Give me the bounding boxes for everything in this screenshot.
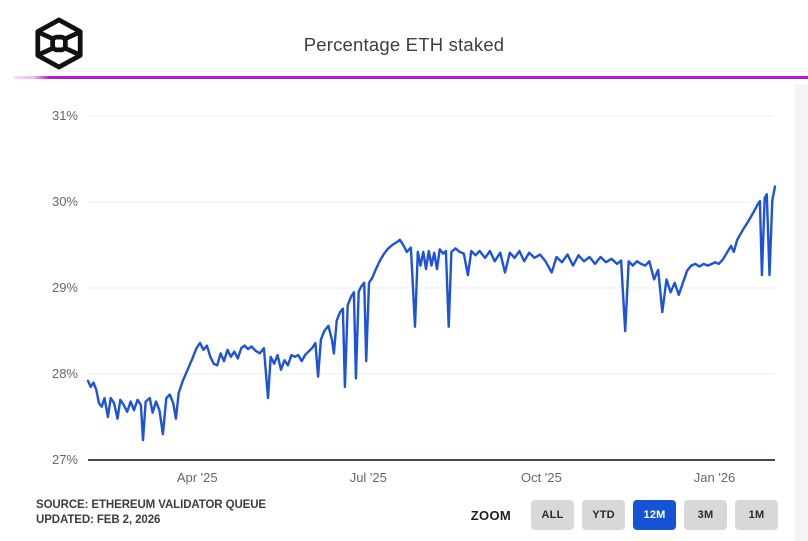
y-tick-label: 30% bbox=[51, 194, 78, 209]
zoom-range-button-ytd[interactable]: YTD bbox=[582, 500, 625, 530]
zoom-range-toolbar: ZOOM ALL YTD 12M 3M 1M bbox=[471, 500, 778, 530]
zoom-range-button-all[interactable]: ALL bbox=[531, 500, 574, 530]
y-tick-label: 31% bbox=[51, 108, 78, 123]
source-line: SOURCE: ETHEREUM VALIDATOR QUEUE bbox=[36, 499, 267, 511]
y-tick-label: 29% bbox=[51, 280, 78, 295]
accent-divider bbox=[14, 76, 808, 79]
eth-staked-line-series[interactable] bbox=[86, 185, 777, 442]
zoom-toolbar-label: ZOOM bbox=[470, 507, 511, 523]
cube-logo-icon bbox=[35, 17, 83, 70]
y-tick-label: 27% bbox=[51, 452, 78, 467]
chart-svg[interactable] bbox=[0, 84, 808, 494]
header: Percentage ETH staked bbox=[0, 0, 808, 79]
zoom-range-button-12m[interactable]: 12M bbox=[633, 500, 676, 530]
zoom-range-button-3m[interactable]: 3M bbox=[684, 500, 727, 530]
x-tick-label: Jul '25 bbox=[349, 470, 387, 485]
chart-source-note: SOURCE: ETHEREUM VALIDATOR QUEUE UPDATED… bbox=[36, 498, 266, 527]
zoom-button-group: ALL YTD 12M 3M 1M bbox=[523, 500, 778, 530]
updated-line: UPDATED: FEB 2, 2026 bbox=[36, 513, 161, 526]
page-edge-strip bbox=[795, 84, 808, 541]
x-tick-label: Apr '25 bbox=[176, 470, 218, 485]
chart-area: 31% 30% 29% 28% 27% Apr '25 Jul '25 Oct '25 Jan… bbox=[0, 84, 808, 494]
y-tick-label: 28% bbox=[51, 366, 78, 381]
x-tick-label: Oct '25 bbox=[521, 470, 562, 485]
page-title: Percentage ETH staked bbox=[303, 34, 505, 55]
zoom-range-button-1m[interactable]: 1M bbox=[735, 500, 778, 530]
x-tick-label: Jan '26 bbox=[693, 470, 736, 485]
